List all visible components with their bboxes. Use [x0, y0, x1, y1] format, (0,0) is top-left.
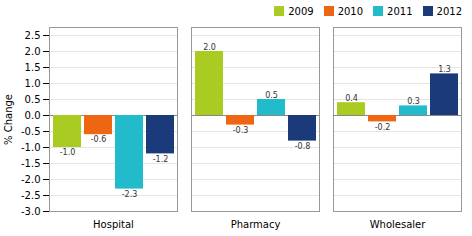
svg-text:0.3: 0.3: [407, 97, 420, 106]
svg-text:-2.0: -2.0: [21, 174, 41, 185]
html-text:2012: 2012: [436, 5, 462, 17]
html-text:2011: 2011: [387, 5, 413, 17]
svg-text:-1.5: -1.5: [21, 158, 41, 169]
svg-text:-0.6: -0.6: [91, 135, 107, 144]
svg-text:1.0: 1.0: [25, 78, 41, 89]
svg-text:1.5: 1.5: [25, 62, 41, 73]
svg-text:Pharmacy: Pharmacy: [231, 219, 281, 230]
svg-text:-0.3: -0.3: [233, 126, 249, 135]
svg-text:0.5: 0.5: [25, 94, 41, 105]
svg-text:% Change: % Change: [3, 94, 14, 145]
svg-text:-1.0: -1.0: [21, 142, 41, 153]
svg-text:-0.5: -0.5: [21, 126, 41, 137]
svg-text:Hospital: Hospital: [93, 219, 134, 230]
svg-text:2.0: 2.0: [25, 46, 41, 57]
svg-text:-1.2: -1.2: [153, 155, 169, 164]
svg-text:-3.0: -3.0: [21, 206, 41, 217]
svg-text:Wholesaler: Wholesaler: [370, 219, 427, 230]
svg-text:-2.5: -2.5: [21, 190, 41, 201]
svg-text:2.5: 2.5: [25, 30, 41, 41]
svg-text:-0.8: -0.8: [295, 142, 311, 151]
svg-text:-1.0: -1.0: [60, 148, 76, 157]
html-text:2009: 2009: [288, 5, 314, 17]
svg-text:0.0: 0.0: [25, 110, 41, 121]
svg-text:2.0: 2.0: [203, 43, 216, 52]
svg-text:0.5: 0.5: [265, 91, 278, 100]
svg-text:-2.3: -2.3: [122, 190, 138, 199]
html-text:2010: 2010: [337, 5, 364, 17]
svg-text:0.4: 0.4: [345, 94, 358, 103]
svg-text:-0.2: -0.2: [375, 123, 391, 132]
svg-text:1.3: 1.3: [438, 65, 451, 74]
